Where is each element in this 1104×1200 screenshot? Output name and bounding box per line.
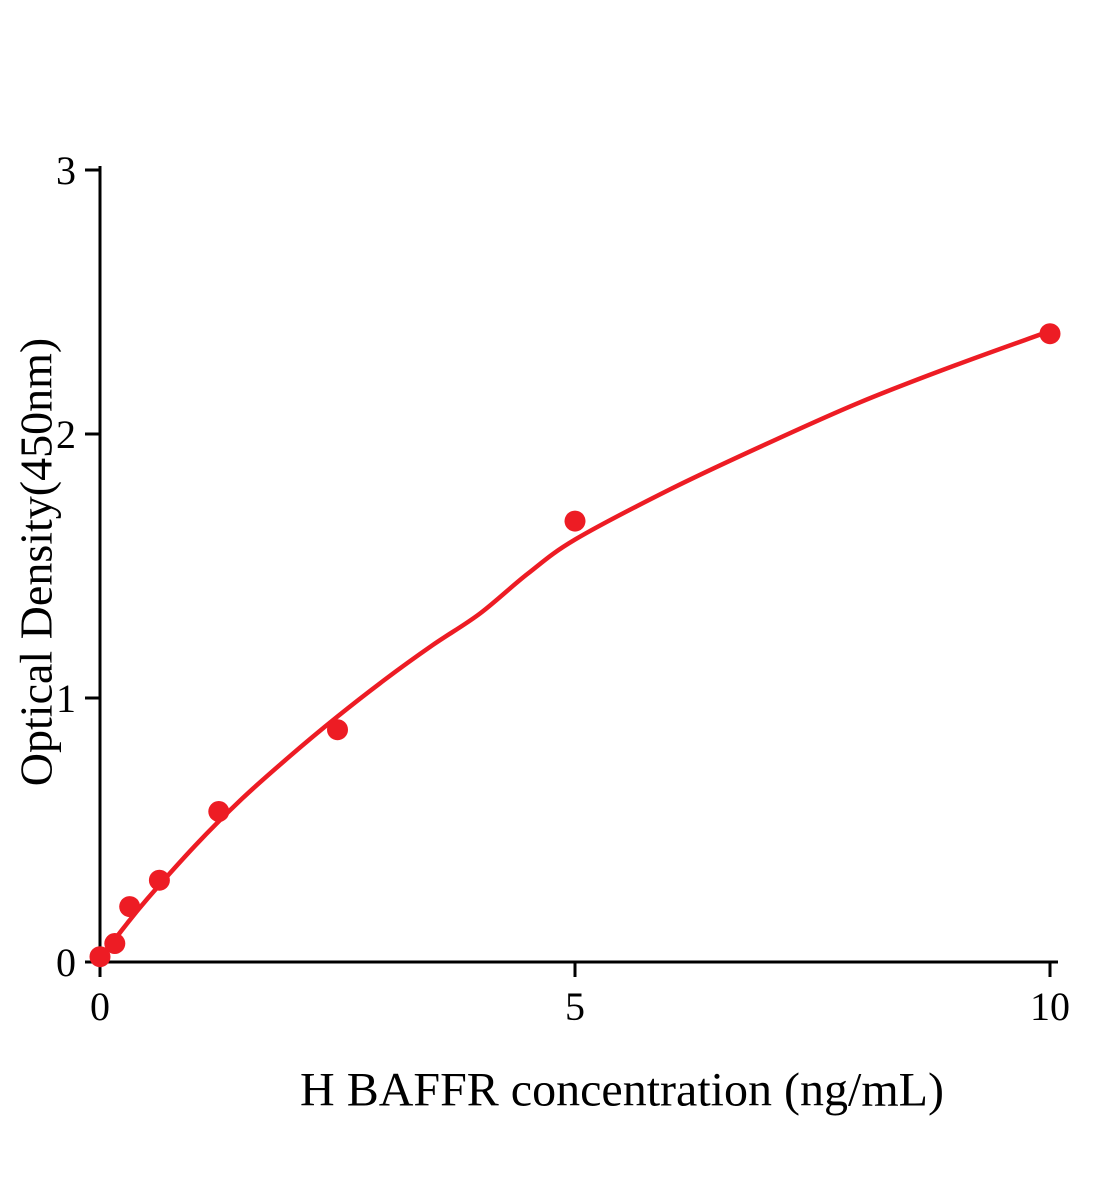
y-axis-title: Optical Density(450nm) (10, 337, 62, 787)
x-tick-label: 0 (90, 984, 110, 1029)
y-tick-label: 1 (56, 676, 76, 721)
data-point-marker (119, 896, 141, 918)
x-tick-label: 5 (565, 984, 585, 1029)
data-point-marker (208, 801, 230, 822)
data-point-marker (1039, 323, 1061, 345)
data-point-marker (327, 719, 348, 741)
data-point-marker (104, 933, 126, 954)
y-tick-label: 3 (56, 148, 76, 193)
fit-curve-line (97, 328, 1053, 962)
data-point-marker (148, 869, 170, 891)
data-point-marker (89, 946, 111, 968)
data-point-marker (564, 510, 586, 532)
y-tick-label: 0 (56, 940, 76, 985)
x-tick-label: 10 (1030, 984, 1070, 1029)
y-tick-label: 2 (56, 412, 76, 457)
x-axis-title: H BAFFR concentration (ng/mL) (300, 1063, 944, 1117)
